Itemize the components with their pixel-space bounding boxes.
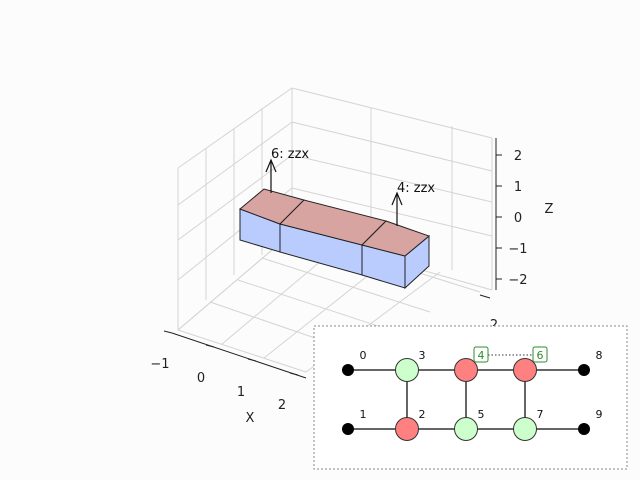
graph-node-7: [513, 417, 537, 441]
graph-node-2: [395, 417, 419, 441]
node-label: 5: [478, 408, 485, 421]
graph-node-9: [578, 423, 590, 435]
node-label: 8: [596, 349, 603, 362]
z-tick-label: −2: [508, 273, 527, 288]
annotation-arrows: [265, 158, 403, 226]
graph-node-5: [454, 417, 478, 441]
node-label: 7: [537, 408, 544, 421]
inset-frame: [313, 325, 628, 470]
block-annotation: 6: zzx: [271, 147, 309, 162]
node-label: 0: [360, 349, 367, 362]
graph-node-4: [454, 358, 478, 382]
x-tick-label: 1: [237, 385, 245, 400]
graph-node-0: [342, 364, 354, 376]
z-tick-label: 2: [514, 149, 522, 164]
graph-nodes: 0 1 2 3 4 5 6 7 8 9: [342, 346, 603, 441]
graph-node-1: [342, 423, 354, 435]
graph-node-6: [513, 358, 537, 382]
node-label: 2: [419, 408, 426, 421]
x-tick-label: 0: [197, 371, 205, 386]
node-label-box: [473, 346, 489, 363]
graph-node-3: [395, 358, 419, 382]
node-label-box: [532, 346, 548, 363]
graph-node-8: [578, 364, 590, 376]
block-annotation: 4: zzx: [397, 181, 435, 196]
node-label: 9: [596, 408, 603, 421]
node-label: 1: [360, 408, 367, 421]
x-axis-label: X: [246, 411, 255, 426]
z-tick-label: 0: [514, 211, 522, 226]
z-tick-label: 1: [514, 180, 522, 195]
z-axis-label: Z: [545, 202, 554, 217]
node-label: 4: [478, 349, 485, 362]
x-tick-label: 2: [278, 398, 286, 413]
block-top-face: [361, 220, 430, 257]
axis-lines: [163, 138, 502, 379]
z-tick-label: −1: [508, 242, 527, 257]
inset-graph: 0 1 2 3 4 5 6 7 8 9: [313, 325, 628, 470]
axes-3d: [177, 87, 493, 373]
block-stack: [239, 188, 430, 290]
node-label: 6: [537, 349, 544, 362]
x-tick-label: −1: [150, 357, 169, 372]
node-label: 3: [419, 349, 426, 362]
